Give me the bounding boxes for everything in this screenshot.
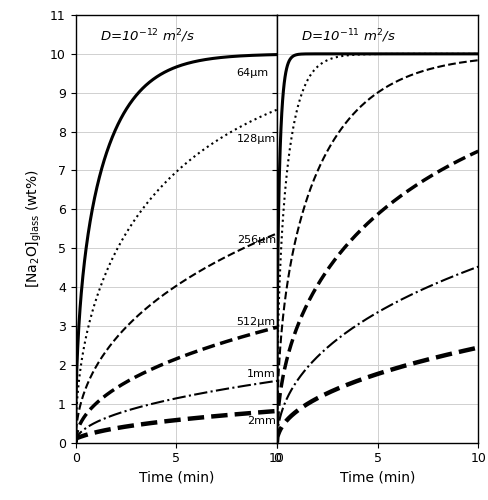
Text: 64μm: 64μm: [237, 68, 269, 78]
Text: 128μm: 128μm: [237, 134, 276, 144]
Text: 256μm: 256μm: [237, 236, 276, 246]
Text: $D$=10$^{-11}$ m$^2$/s: $D$=10$^{-11}$ m$^2$/s: [301, 28, 396, 46]
X-axis label: Time (min): Time (min): [340, 471, 415, 485]
Text: 1mm: 1mm: [247, 370, 276, 380]
Text: $D$=10$^{-12}$ m$^2$/s: $D$=10$^{-12}$ m$^2$/s: [100, 28, 195, 46]
Y-axis label: [Na$_2$O]$_\mathregular{glass}$ (wt%): [Na$_2$O]$_\mathregular{glass}$ (wt%): [25, 170, 44, 288]
Text: 2mm: 2mm: [247, 416, 276, 426]
Text: 512μm: 512μm: [237, 317, 276, 327]
X-axis label: Time (min): Time (min): [139, 471, 214, 485]
